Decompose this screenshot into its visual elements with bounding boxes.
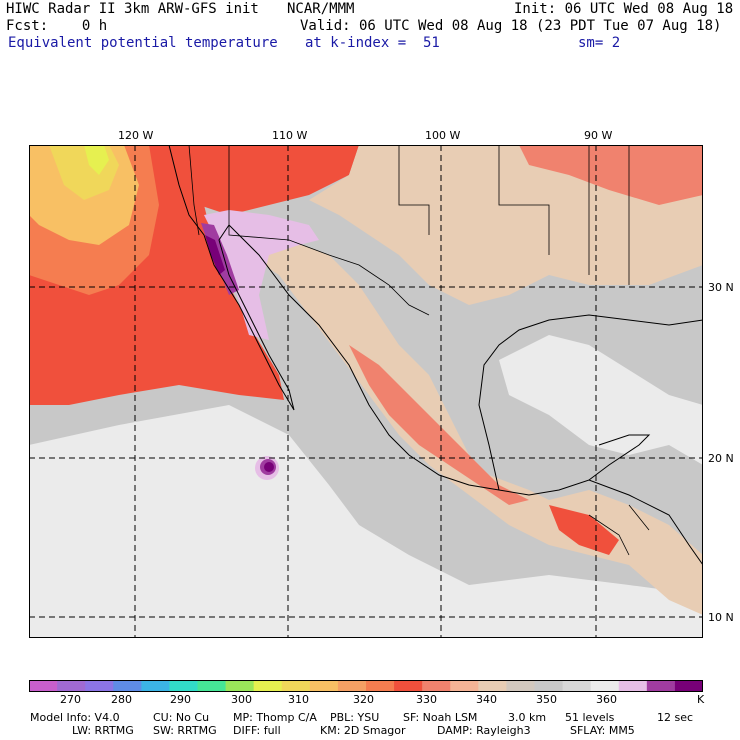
cbar-label-320: 320 [353,693,374,706]
colorbar-swatch [394,680,423,692]
gulf-light-region [499,335,703,465]
cbar-label-290: 290 [170,693,191,706]
colorbar-swatch [29,680,58,692]
k-index: at k-index = 51 [305,35,440,51]
colorbar-swatch [534,680,564,692]
vertical-levels: 51 levels [565,711,615,724]
colorbar-swatch [590,680,620,692]
grid-spacing: 3.0 km [508,711,547,724]
colorbar-swatch [646,680,676,692]
colorbar-swatch [197,680,227,692]
cyclone-core [264,462,274,472]
colorbar-swatch [450,680,479,692]
damping-option: DAMP: Rayleigh3 [437,724,531,737]
time-step: 12 sec [657,711,694,724]
graticule [29,145,703,638]
diffusion-option: DIFF: full [233,724,281,737]
colorbar-swatch [422,680,451,692]
cbar-label-280: 280 [111,693,132,706]
lat-label-10n: 10 N [708,611,734,624]
colorbar-swatch [366,680,395,692]
colorbar-swatch [674,680,703,692]
colorbar-swatch [562,680,592,692]
cbar-label-340: 340 [476,693,497,706]
colorbar-swatch [309,680,339,692]
mexico-highland-salmon [349,345,529,505]
cumulus-scheme: CU: No Cu [153,711,210,724]
shortwave-scheme: SW: RRTMG [153,724,217,737]
colorbar-swatch [57,680,86,692]
gulf-california-dark [205,235,225,275]
model-title: HIWC Radar II 3km ARW-GFS init [6,1,259,17]
field-name: Equivalent potential temperature [8,35,278,51]
lon-label-110w: 110 W [272,129,308,142]
pacific-green-streak [84,145,109,175]
colorbar-swatch [225,680,255,692]
lat-label-20n: 20 N [708,452,734,465]
pbl-scheme: PBL: YSU [330,711,380,724]
colorbar-swatch [506,680,535,692]
colorbar-swatch [337,680,367,692]
colorbar-swatch [253,680,283,692]
colorbar-swatch [85,680,114,692]
init-time: Init: 06 UTC Wed 08 Aug 18 [514,1,734,17]
lat-label-30n: 30 N [708,281,734,294]
us-east-salmon [519,145,703,205]
colorbar-swatch [478,680,507,692]
colorbar-swatch [281,680,311,692]
longwave-scheme: LW: RRTMG [72,724,134,737]
model-info: Model Info: V4.0 [30,711,120,724]
colorbar [29,680,703,692]
cbar-unit: K [697,693,705,706]
us-southwest-warm [189,145,359,215]
lon-label-90w: 90 W [584,129,613,142]
cbar-label-360: 360 [596,693,617,706]
gulf-california-violet [204,210,319,340]
central-america-red [549,505,619,555]
cbar-label-310: 310 [288,693,309,706]
lon-label-100w: 100 W [425,129,461,142]
colorbar-swatch [169,680,198,692]
cbar-label-270: 270 [60,693,81,706]
colorbar-swatch [618,680,648,692]
colorbar-swatch [141,680,170,692]
cbar-label-350: 350 [536,693,557,706]
cbar-label-330: 330 [416,693,437,706]
smoothing: sm= 2 [578,35,621,51]
map-frame [29,145,703,638]
lon-label-120w: 120 W [118,129,154,142]
theta-e-map [29,145,703,638]
political-borders [188,145,650,556]
forecast-hour: Fcst: 0 h [6,18,108,34]
valid-time: Valid: 06 UTC Wed 08 Aug 18 (23 PDT Tue … [300,18,722,34]
pacific-light-region [29,405,703,638]
colorbar-swatch [113,680,142,692]
surface-scheme: SF: Noah LSM [403,711,478,724]
organization: NCAR/MMM [287,1,355,17]
microphysics-scheme: MP: Thomp C/A [233,711,317,724]
colorbar-frame [29,680,703,692]
cbar-label-300: 300 [231,693,252,706]
surface-layer-option: SFLAY: MM5 [570,724,635,737]
eddy-option: KM: 2D Smagor [320,724,406,737]
coastline [168,145,703,566]
